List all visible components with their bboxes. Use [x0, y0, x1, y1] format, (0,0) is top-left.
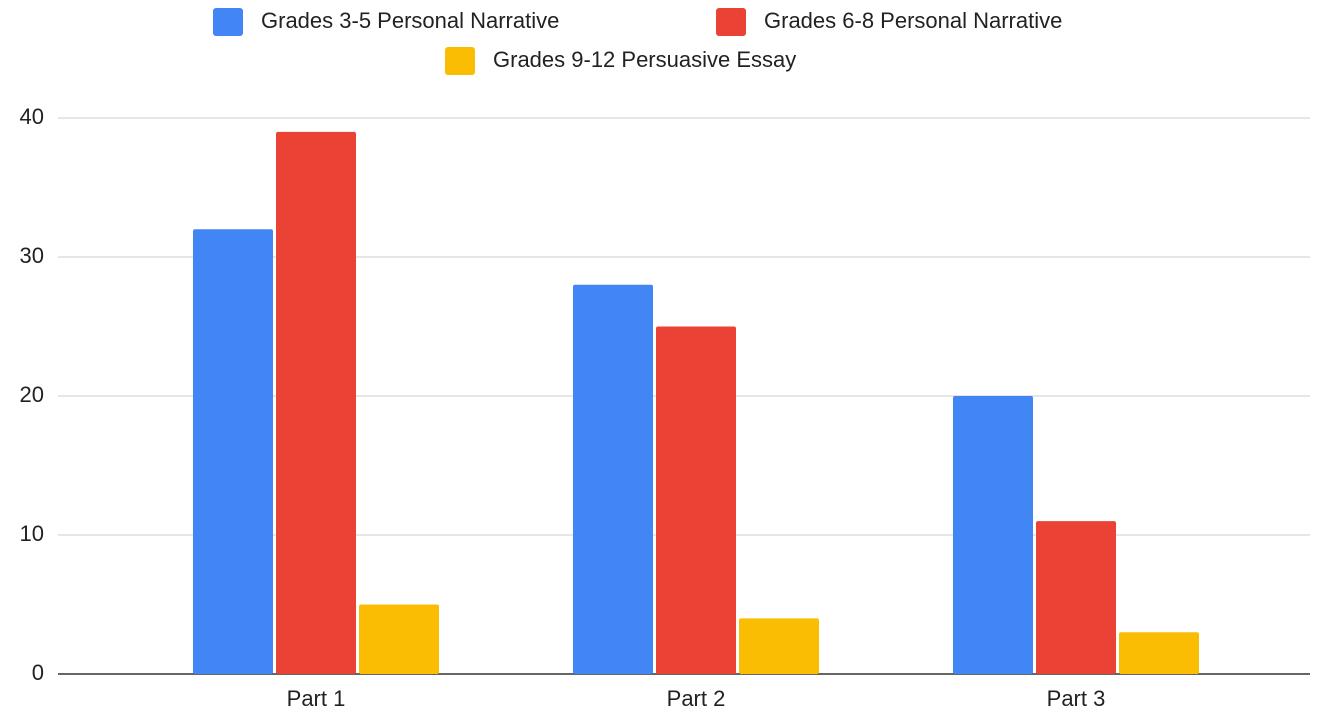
y-tick-label: 10 — [20, 521, 44, 546]
x-tick-label: Part 3 — [1047, 686, 1106, 711]
y-tick-label: 20 — [20, 382, 44, 407]
bar — [359, 604, 439, 674]
y-tick-label: 30 — [20, 243, 44, 268]
legend-swatch — [445, 47, 475, 75]
bar — [1119, 632, 1199, 674]
legend-label: Grades 9-12 Persuasive Essay — [493, 47, 796, 72]
legend-label: Grades 6-8 Personal Narrative — [764, 8, 1062, 33]
x-tick-label: Part 2 — [667, 686, 726, 711]
legend-swatch — [716, 8, 746, 36]
bar — [656, 326, 736, 674]
legend-swatch — [213, 8, 243, 36]
bar — [276, 131, 356, 674]
bar — [573, 284, 653, 674]
bar — [1036, 521, 1116, 674]
bar — [193, 229, 273, 674]
x-tick-label: Part 1 — [287, 686, 346, 711]
y-tick-label: 40 — [20, 104, 44, 129]
y-tick-label: 0 — [32, 660, 44, 685]
bar — [953, 396, 1033, 674]
legend-label: Grades 3-5 Personal Narrative — [261, 8, 559, 33]
bar — [739, 618, 819, 674]
